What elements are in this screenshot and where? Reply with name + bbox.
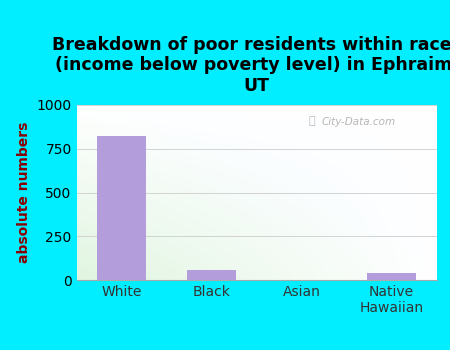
Bar	[97, 135, 146, 280]
Bar	[367, 273, 416, 280]
Bar	[187, 270, 236, 280]
Y-axis label: absolute numbers: absolute numbers	[17, 122, 31, 263]
Text: ⓘ: ⓘ	[309, 117, 315, 126]
Text: City-Data.com: City-Data.com	[321, 117, 396, 127]
Title: Breakdown of poor residents within races
(income below poverty level) in Ephraim: Breakdown of poor residents within races…	[51, 35, 450, 95]
